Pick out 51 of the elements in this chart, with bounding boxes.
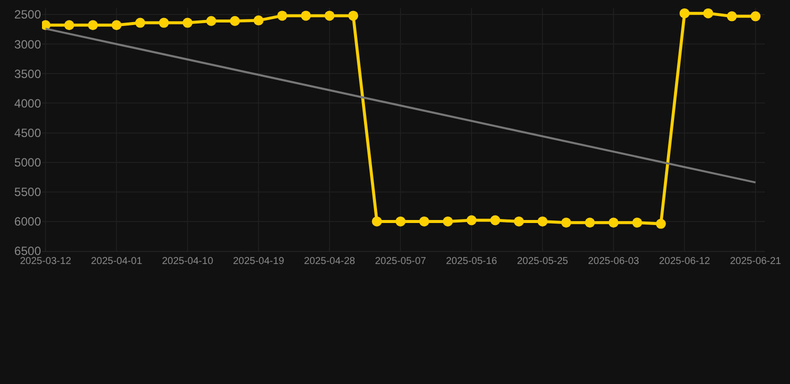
point <box>466 215 477 226</box>
y-tick-label: 6000 <box>14 214 42 229</box>
point <box>88 20 98 30</box>
point <box>324 10 335 21</box>
y-tick-label: 5000 <box>14 156 42 170</box>
point <box>396 216 406 226</box>
point <box>348 10 358 21</box>
y-tick-label: 2500 <box>14 8 42 22</box>
x-tick-label: 2025-05-16 <box>446 256 498 267</box>
point <box>112 20 122 30</box>
x-tick-label: 2025-06-12 <box>658 256 711 267</box>
point <box>182 18 193 28</box>
point <box>726 11 737 22</box>
point <box>158 18 169 28</box>
point <box>64 20 74 30</box>
point <box>561 218 572 228</box>
point <box>656 218 666 229</box>
y-tick-label: 4000 <box>14 96 42 110</box>
point <box>42 20 51 30</box>
point <box>584 218 595 228</box>
point <box>206 16 216 26</box>
y-tick-label: 6500 <box>14 244 42 258</box>
x-tick-label: 2025-04-28 <box>304 256 356 267</box>
x-tick-label: 2025-04-19 <box>232 256 285 267</box>
x-tick-label: 2025-03-12 <box>20 256 72 267</box>
point <box>442 216 453 226</box>
x-tick-label: 2025-04-10 <box>162 256 214 267</box>
point <box>254 15 264 26</box>
point <box>514 216 524 226</box>
point <box>538 216 548 226</box>
x-tick-label: 2025-04-01 <box>90 256 143 267</box>
point <box>632 218 642 228</box>
point <box>135 18 146 28</box>
point <box>300 10 311 21</box>
point <box>419 216 430 226</box>
point <box>230 16 240 26</box>
y-tick-label: 3000 <box>14 37 42 52</box>
y-tick-label: 3500 <box>14 66 42 81</box>
point <box>277 10 288 21</box>
point <box>490 215 500 226</box>
y-tick-label: 5500 <box>14 185 42 200</box>
point <box>372 216 382 226</box>
x-tick-label: 2025-05-25 <box>516 256 569 267</box>
point <box>703 8 714 18</box>
point <box>750 11 761 22</box>
x-tick-label: 2025-06-03 <box>588 256 640 267</box>
y-tick-label: 4500 <box>14 126 42 140</box>
point <box>680 8 690 18</box>
x-tick-label: 2025-06-21 <box>730 256 782 267</box>
point <box>608 218 619 228</box>
x-tick-label: 2025-05-07 <box>374 256 427 267</box>
